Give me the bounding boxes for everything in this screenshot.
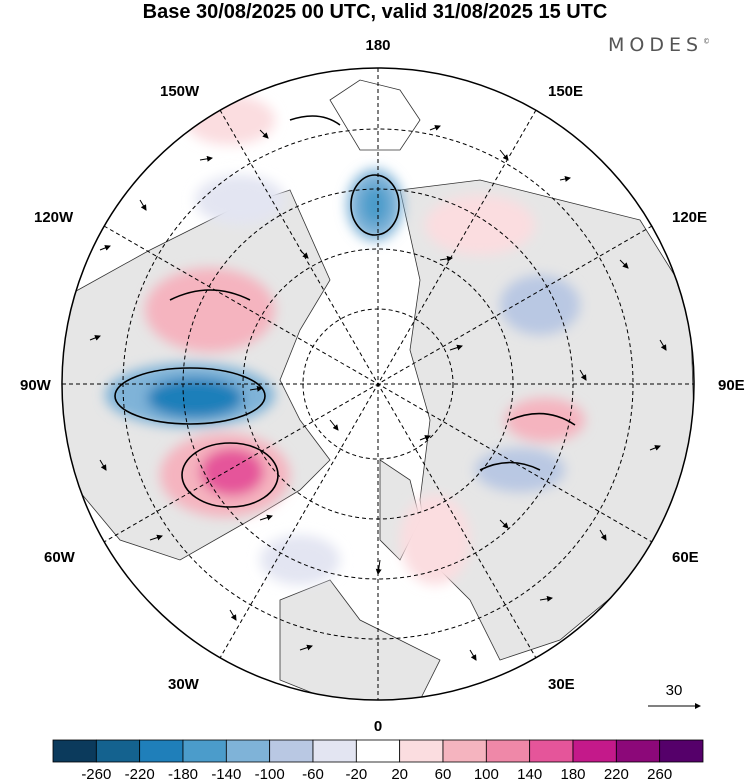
wind-vectors <box>89 125 667 661</box>
lon-label-120e: 120E <box>672 209 707 226</box>
map-title: Base 30/08/2025 00 UTC, valid 31/08/2025… <box>142 1 608 23</box>
colorbar-tick-label: 140 <box>517 766 542 783</box>
lon-label-0: 0 <box>374 718 382 735</box>
lon-label-30e: 30E <box>548 676 575 693</box>
colorbar-swatch <box>52 739 97 763</box>
colorbar-tick-label: 100 <box>474 766 499 783</box>
colorbar-tick-label: 180 <box>560 766 585 783</box>
modes-logo: MODES© <box>608 34 710 56</box>
colorbar-tick-label: -260 <box>81 766 111 783</box>
colorbar-swatch <box>139 739 184 763</box>
colorbar-tick-label: -60 <box>302 766 324 783</box>
lon-label-150w: 150W <box>160 83 200 100</box>
colorbar-tick-label: 260 <box>647 766 672 783</box>
colorbar-tick-label: -140 <box>211 766 241 783</box>
lon-label-60e: 60E <box>672 549 699 566</box>
lon-label-60w: 60W <box>44 549 76 566</box>
colorbar-tick-label: -220 <box>125 766 155 783</box>
colorbar-tick-label: 220 <box>604 766 629 783</box>
colorbar-swatch <box>182 739 227 763</box>
colorbar-tick-label: 20 <box>391 766 408 783</box>
colorbar: -260 -220 -180 -140 -100 -60 -20 20 60 100 140 180 2… <box>52 739 704 783</box>
copyright-mark: © <box>703 37 711 46</box>
colorbar-tick-label: 60 <box>435 766 452 783</box>
lon-label-30w: 30W <box>168 676 200 693</box>
lon-label-90w: 90W <box>20 377 52 394</box>
lon-label-90e: 90E <box>718 377 745 394</box>
lon-label-120w: 120W <box>34 209 74 226</box>
colorbar-swatch <box>399 739 444 763</box>
brand-name: MODES <box>608 34 704 56</box>
lon-label-180: 180 <box>365 37 390 54</box>
colorbar-swatch <box>485 739 531 763</box>
colorbar-tick-label: -20 <box>345 766 367 783</box>
graticule <box>62 68 694 700</box>
colorbar-tick-label: -180 <box>168 766 198 783</box>
colorbar-swatch <box>442 739 487 763</box>
colorbar-swatch <box>529 739 574 763</box>
map-border <box>61 67 695 701</box>
colorbar-swatch <box>572 739 617 763</box>
colorbar-swatch <box>225 739 271 763</box>
colorbar-swatch <box>269 739 314 763</box>
colorbar-swatch <box>355 739 401 763</box>
colorbar-swatch <box>615 739 661 763</box>
colorbar-swatch <box>659 739 704 763</box>
wind-reference: 30 <box>648 682 701 709</box>
lon-label-150e: 150E <box>548 83 583 100</box>
colorbar-swatch <box>95 739 141 763</box>
wind-reference-label: 30 <box>666 682 683 699</box>
colorbar-tick-label: -100 <box>255 766 285 783</box>
colorbar-swatch <box>312 739 357 763</box>
